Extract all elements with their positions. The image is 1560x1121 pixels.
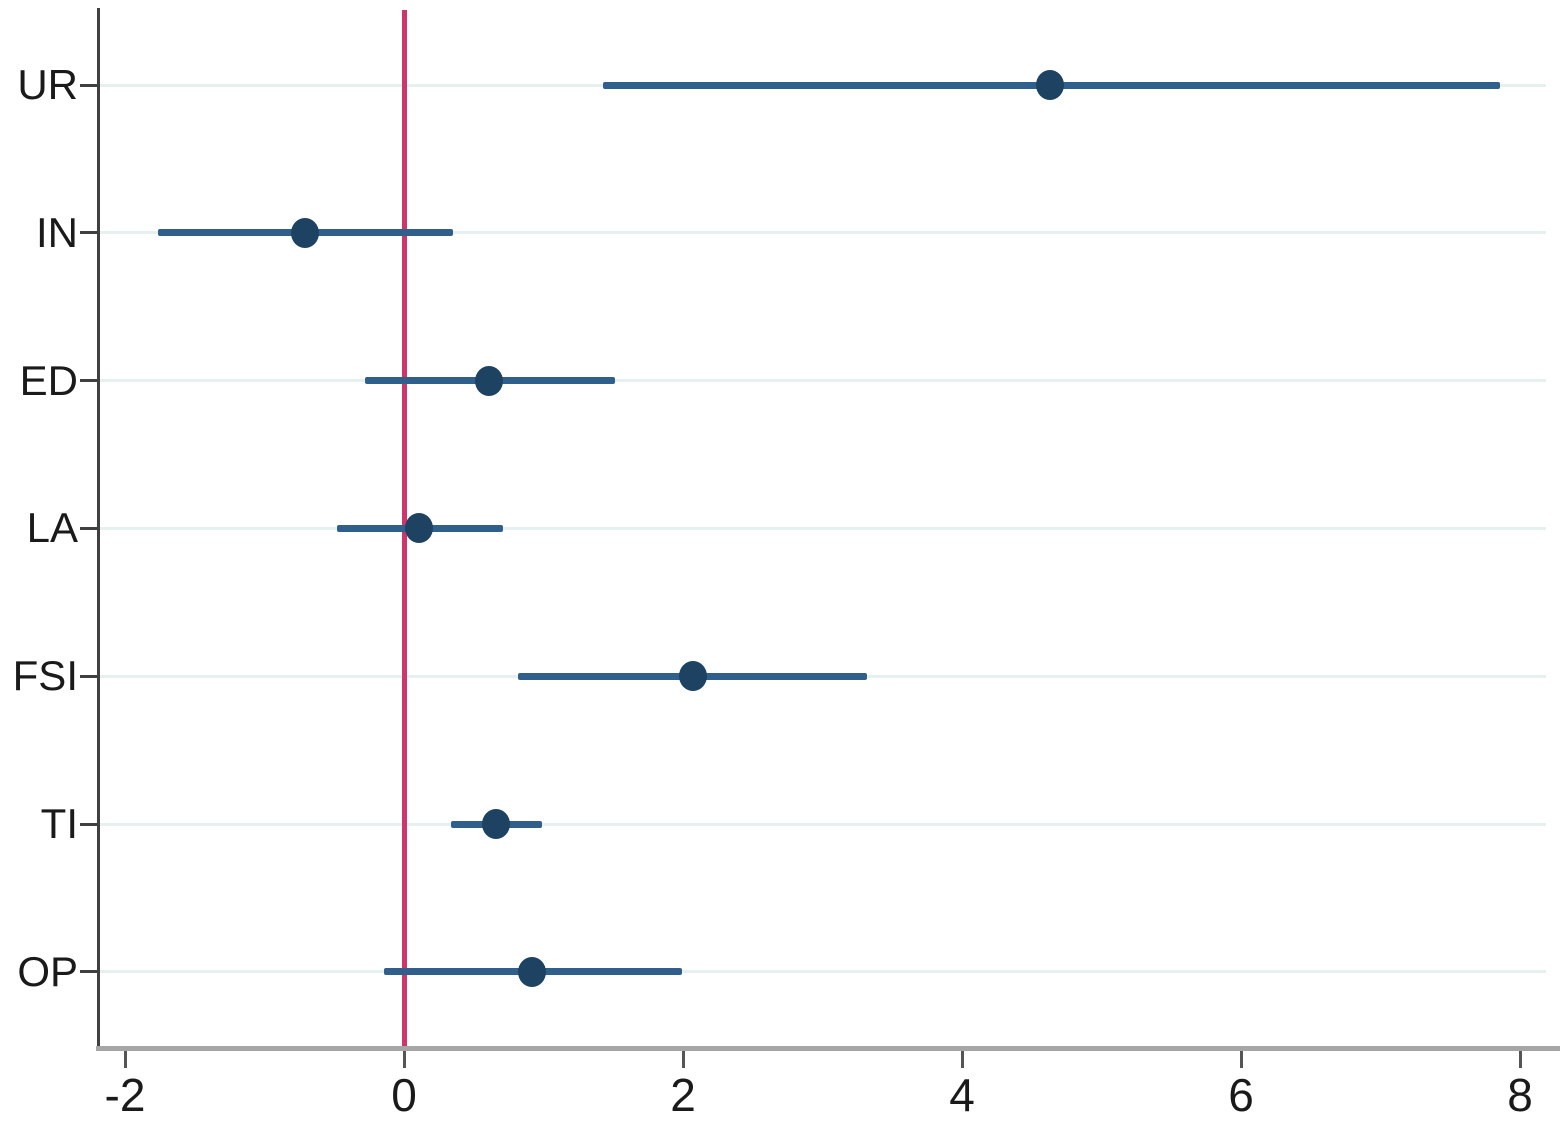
y-axis-tick [80,674,98,678]
y-axis-category-label: ED [19,356,78,404]
x-axis-tick [960,1051,964,1068]
x-axis-tick [402,1051,406,1068]
point-estimate-marker [405,513,434,544]
x-axis-tick [681,1051,685,1068]
y-axis-category-label: TI [40,800,78,848]
x-axis-tick [1239,1051,1243,1068]
point-estimate-marker [475,365,504,396]
y-axis-category-label: UR [17,61,78,108]
y-axis-tick [80,379,98,383]
y-axis-tick [80,970,98,974]
row-gridline [98,526,1546,530]
y-axis-category-label: FSI [12,652,78,700]
point-estimate-marker [482,809,511,840]
y-axis-tick [80,83,98,87]
y-axis-tick [80,822,98,826]
point-estimate-marker [1035,70,1064,100]
point-estimate-marker [290,217,319,248]
y-axis-tick [80,231,98,235]
row-gridline [98,379,1546,383]
y-axis-category-label: OP [17,947,78,995]
x-axis-tick-label: 6 [1228,1069,1254,1121]
row-gridline [98,231,1546,235]
x-axis-tick-label: 8 [1507,1069,1533,1121]
y-axis-category-label: LA [26,504,78,552]
x-axis-tick-label: 0 [391,1069,417,1121]
x-axis-tick-label: 2 [670,1069,696,1121]
y-axis-line [96,8,100,1048]
x-axis-line [96,1046,1560,1051]
x-axis-tick [1518,1051,1522,1068]
point-estimate-marker [518,956,547,987]
row-gridline [98,822,1546,826]
x-axis-tick-label: 4 [949,1069,975,1121]
x-axis-tick [123,1051,127,1068]
x-axis-tick-label: -2 [104,1069,146,1121]
y-axis-tick [80,526,98,530]
y-axis-category-label: IN [36,208,78,256]
row-gridline [98,970,1546,974]
point-estimate-marker [678,661,707,692]
